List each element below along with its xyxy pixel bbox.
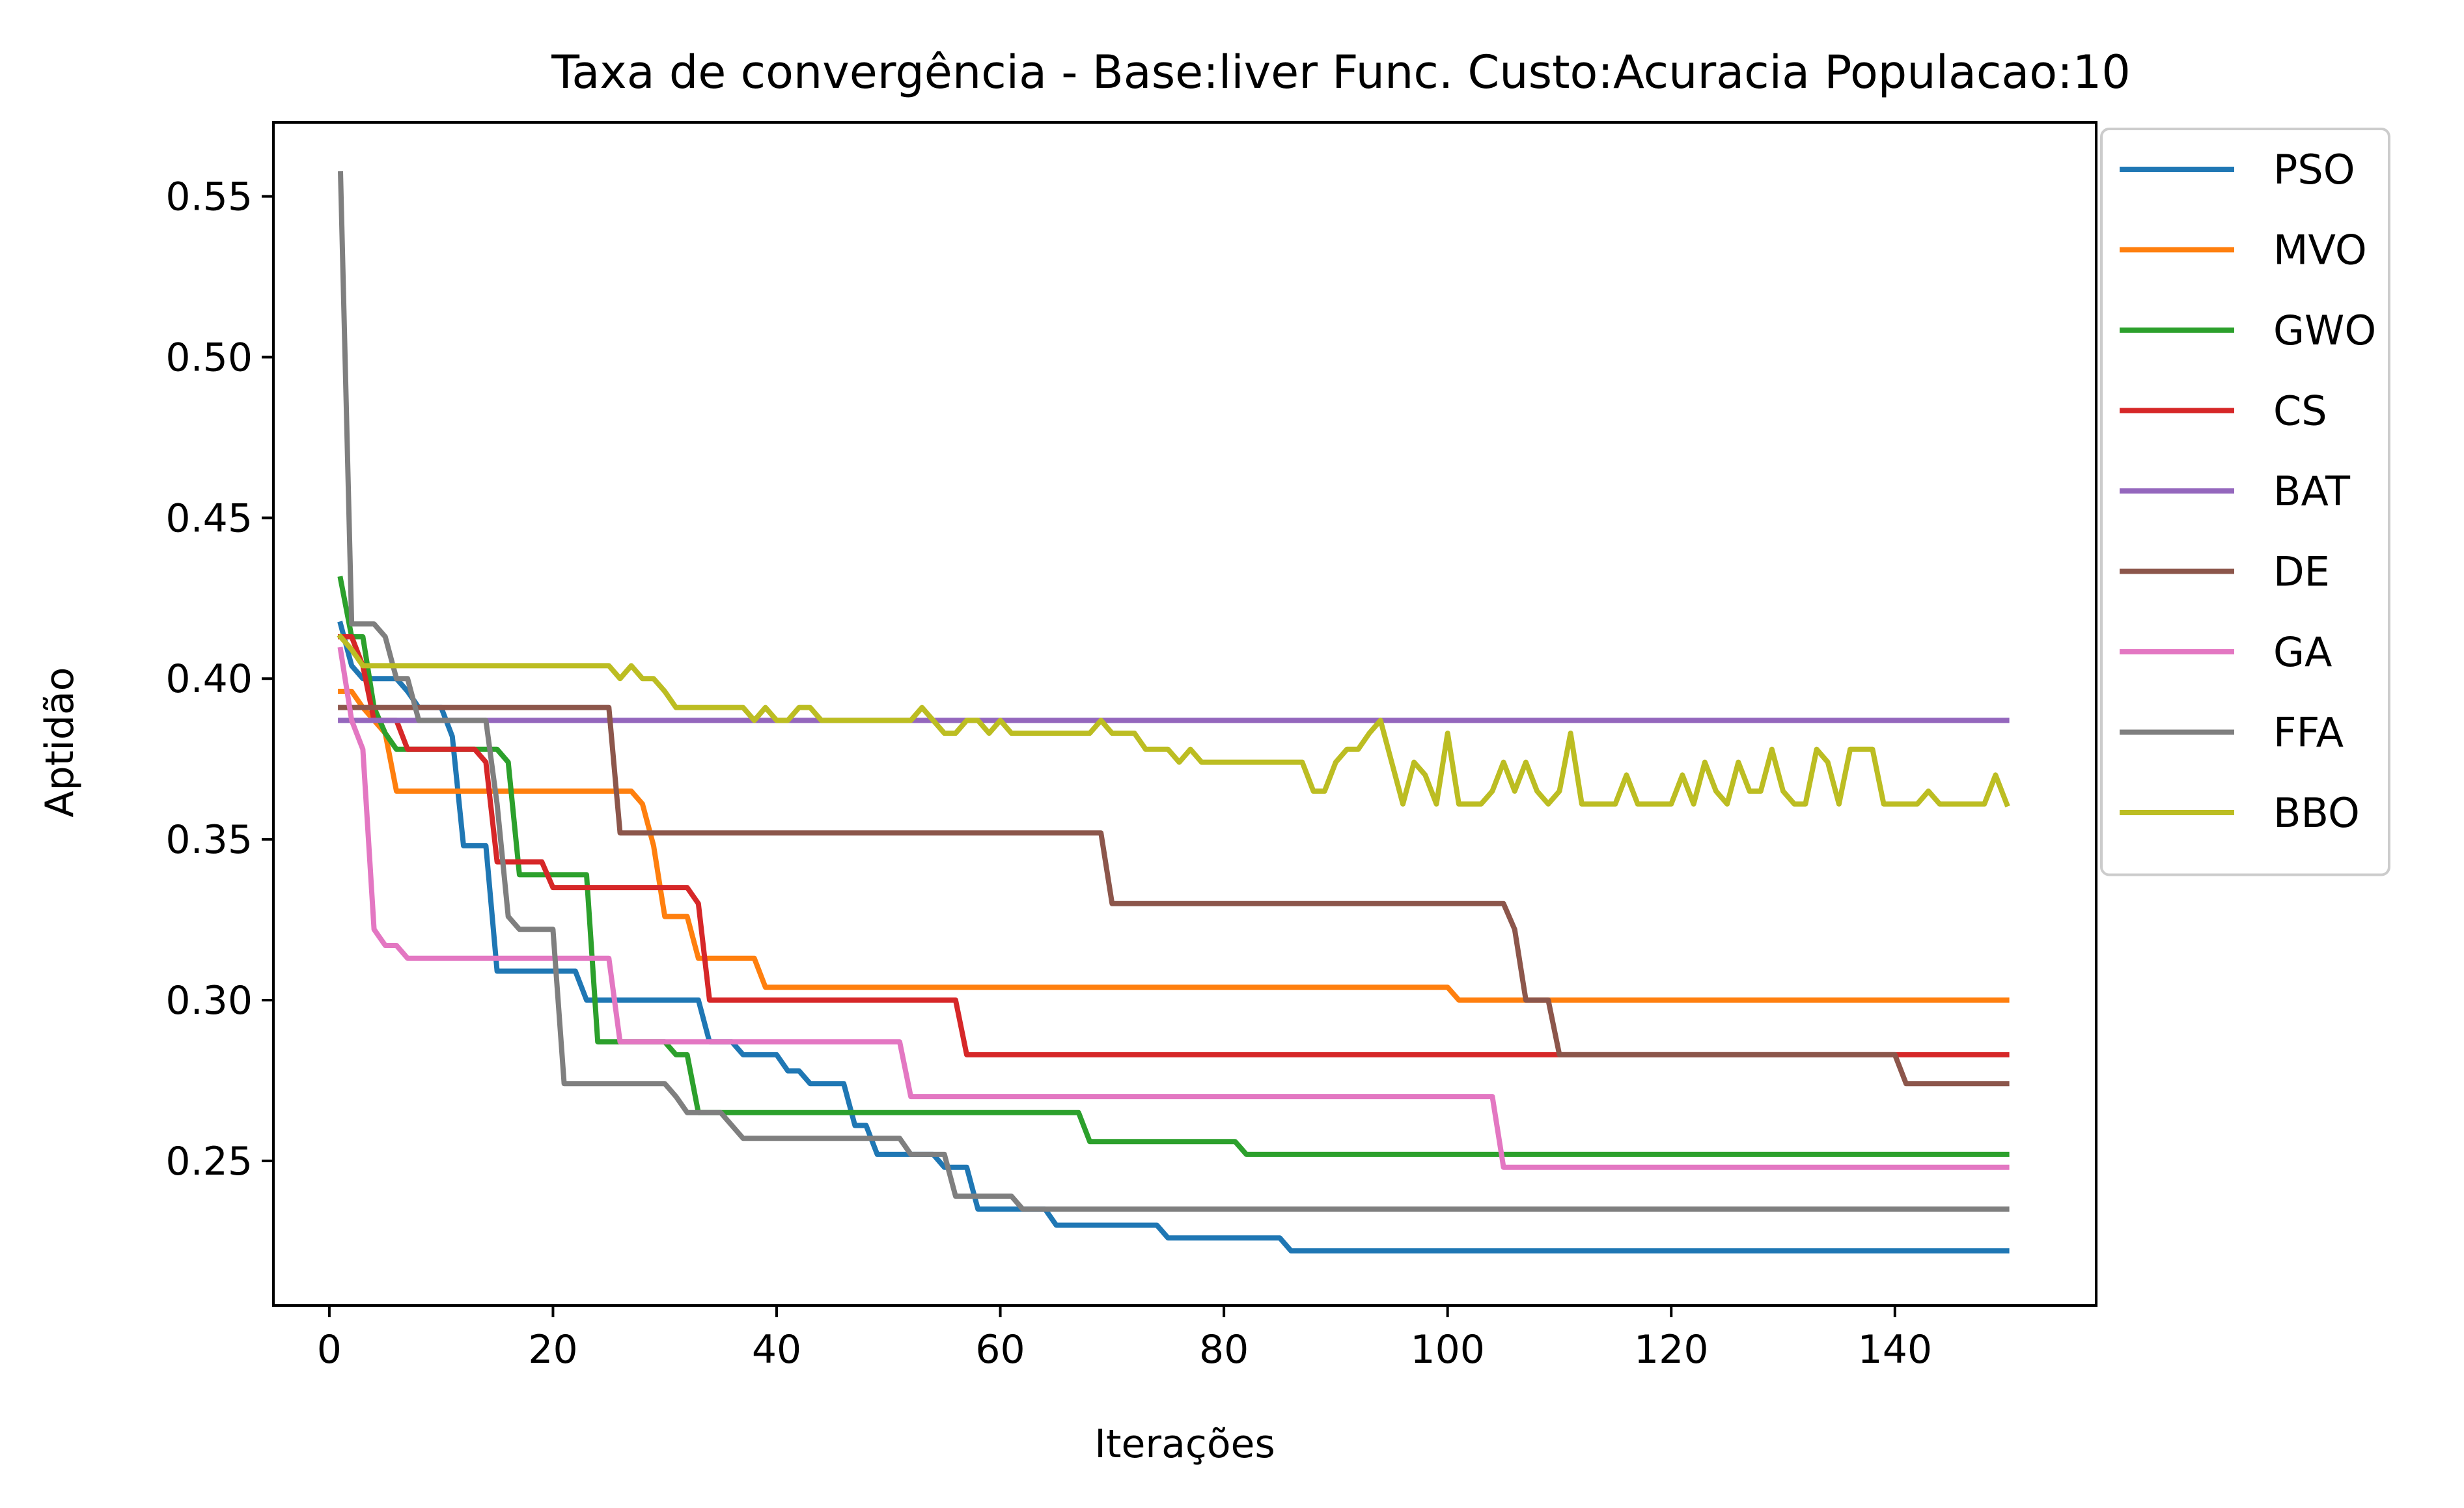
y-axis-ticks: 0.25 0.30 0.35 0.40 0.45 0.50 0.55 xyxy=(165,175,273,1184)
y-tick-label: 0.35 xyxy=(165,817,253,863)
legend-label-mvo: MVO xyxy=(2273,227,2367,274)
legend-label-pso: PSO xyxy=(2273,146,2355,193)
x-tick-label: 20 xyxy=(528,1327,577,1373)
x-axis-ticks: 0 20 40 60 80 100 120 140 xyxy=(317,1306,1932,1373)
x-tick-label: 40 xyxy=(752,1327,801,1373)
legend-label-cs: CS xyxy=(2273,387,2327,435)
x-tick-label: 0 xyxy=(317,1327,342,1373)
legend-label-ga: GA xyxy=(2273,628,2332,676)
x-tick-label: 60 xyxy=(975,1327,1025,1373)
x-axis-label: Iterações xyxy=(1094,1421,1275,1467)
series-line-bbo xyxy=(337,633,2010,807)
y-tick-label: 0.25 xyxy=(165,1139,253,1184)
x-tick-label: 100 xyxy=(1410,1327,1485,1373)
y-tick-label: 0.40 xyxy=(165,656,253,702)
y-tick-label: 0.55 xyxy=(165,175,253,220)
plot-background xyxy=(273,122,2096,1306)
legend-label-bbo: BBO xyxy=(2273,789,2360,837)
series-line-cs xyxy=(338,634,2010,1057)
x-tick-label: 120 xyxy=(1634,1327,1709,1373)
y-tick-label: 0.45 xyxy=(165,496,253,541)
y-tick-label: 0.30 xyxy=(165,978,253,1024)
legend-label-ffa: FFA xyxy=(2273,709,2344,757)
y-axis-label: Aptidão xyxy=(37,667,83,818)
series-line-ga xyxy=(337,647,2010,1170)
plot-frame xyxy=(272,121,2097,1307)
legend-label-de: DE xyxy=(2273,548,2330,596)
x-tick-label: 80 xyxy=(1199,1327,1249,1373)
legend-label-gwo: GWO xyxy=(2273,307,2376,354)
x-tick-label: 140 xyxy=(1858,1327,1933,1373)
series-line-ffa xyxy=(338,171,2010,1212)
series-line-de xyxy=(338,705,2010,1087)
legend-label-bat: BAT xyxy=(2273,468,2351,515)
legend: PSO MVO GWO CS BAT DE GA FFA BBO xyxy=(2100,128,2390,876)
legend-frame xyxy=(2100,128,2390,876)
y-tick-label: 0.50 xyxy=(165,335,253,380)
chart-title: Taxa de convergência - Base:liver Func. … xyxy=(551,46,2131,99)
plot-area xyxy=(272,121,2097,1307)
